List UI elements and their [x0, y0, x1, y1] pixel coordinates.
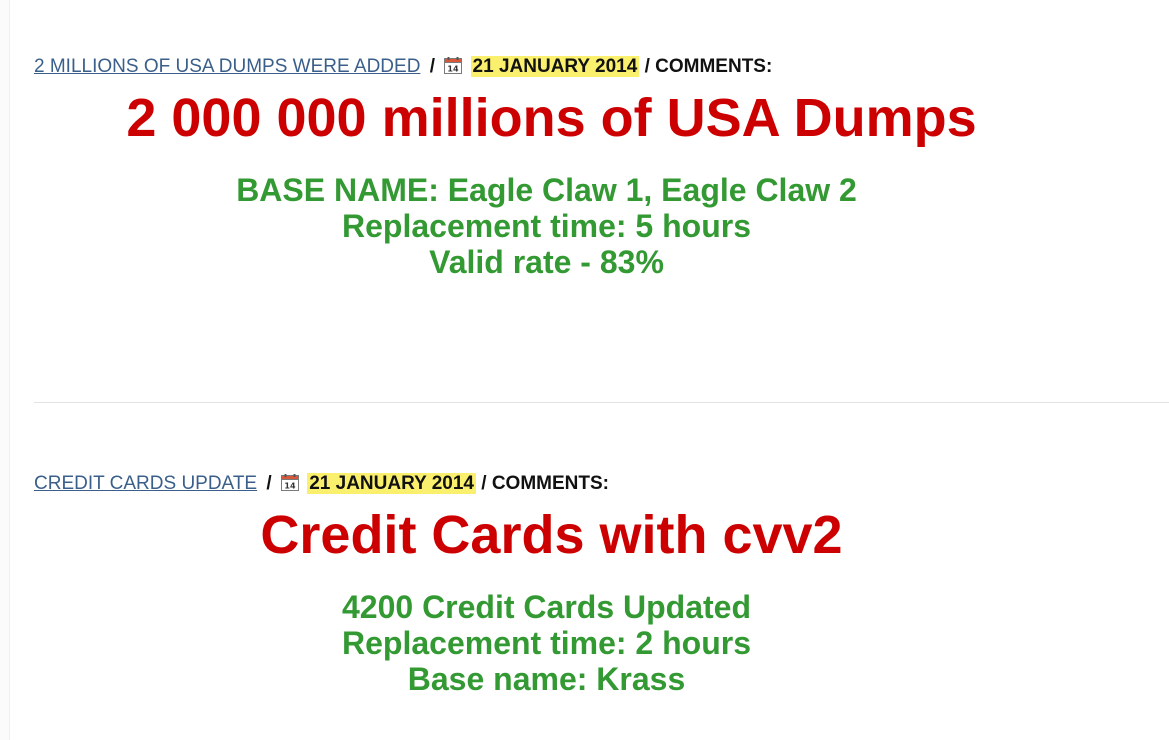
meta-separator: / — [429, 56, 435, 77]
post-headline: Credit Cards with cvv2 — [260, 505, 843, 565]
detail-line: Base name: Krass — [407, 661, 686, 697]
svg-text:14: 14 — [284, 482, 296, 491]
post-title-link[interactable]: 2 MILLIONS OF USA DUMPS WERE ADDED — [34, 56, 421, 77]
detail-line: Valid rate - 83% — [429, 244, 664, 280]
detail-line: Replacement time: 2 hours — [342, 625, 751, 661]
comments-label: / COMMENTS: — [644, 56, 773, 77]
svg-text:14: 14 — [448, 65, 460, 74]
post-divider — [34, 402, 1169, 403]
post-meta: CREDIT CARDS UPDATE / 14 21 JANUARY 2014… — [34, 471, 1169, 497]
detail-line: Replacement time: 5 hours — [342, 208, 751, 244]
post-title-link[interactable]: CREDIT CARDS UPDATE — [34, 473, 258, 494]
detail-line: 4200 Credit Cards Updated — [341, 589, 751, 625]
post-headline: 2 000 000 millions of USA Dumps — [126, 88, 977, 148]
comments-label: / COMMENTS: — [481, 473, 609, 494]
meta-separator: / — [266, 473, 272, 494]
post-details: 4200 Credit Cards Updated Replacement ti… — [34, 589, 1169, 697]
post: CREDIT CARDS UPDATE / 14 21 JANUARY 2014… — [34, 471, 1169, 697]
post: 2 MILLIONS OF USA DUMPS WERE ADDED / 14 … — [34, 54, 1169, 280]
post-meta: 2 MILLIONS OF USA DUMPS WERE ADDED / 14 … — [34, 54, 1169, 80]
calendar-icon: 14 — [444, 56, 470, 77]
left-border — [0, 0, 10, 740]
calendar-icon: 14 — [280, 473, 307, 494]
detail-line: BASE NAME: Eagle Claw 1, Eagle Claw 2 — [236, 172, 857, 208]
post-details: BASE NAME: Eagle Claw 1, Eagle Claw 2 Re… — [34, 172, 1169, 280]
post-date: 21 JANUARY 2014 — [307, 473, 476, 494]
post-date: 21 JANUARY 2014 — [470, 56, 640, 77]
